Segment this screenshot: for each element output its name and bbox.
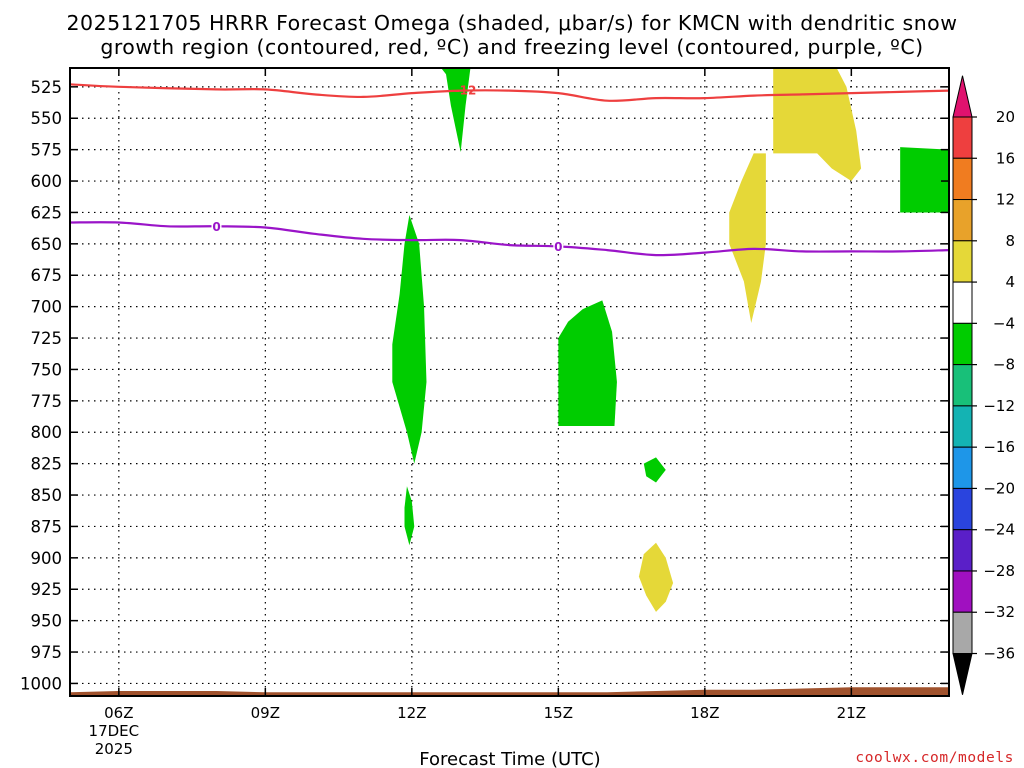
y-tick-label: 550 (31, 109, 63, 128)
x-tick-date-label: 2025 (95, 740, 133, 758)
y-tick-label: 725 (31, 329, 63, 348)
colorbar-bin (952, 199, 973, 242)
plot-area (70, 68, 949, 696)
x-tick-label: 15Z (544, 704, 573, 722)
y-tick-label: 900 (31, 549, 63, 568)
colorbar-tick-label: −36 (983, 645, 1015, 663)
colorbar-tick-label: −32 (983, 603, 1015, 621)
y-axis: 525 550 575 600 625 650 675 700 725 750 775 800 825 8… (20, 78, 949, 693)
freezing-contour-label: 0 (212, 220, 220, 234)
y-tick-label: 850 (31, 486, 63, 505)
colorbar-bin (952, 364, 973, 407)
omega-region (638, 542, 674, 612)
colorbar-bin (952, 611, 973, 655)
omega-shading (392, 68, 949, 612)
x-tick-label: 09Z (251, 704, 280, 722)
title-line-1: 2025121705 HRRR Forecast Omega (shaded, … (67, 11, 958, 35)
y-tick-label: 575 (31, 141, 63, 160)
y-tick-label: 975 (31, 643, 63, 662)
colorbar-tick-label: 8 (1005, 232, 1015, 250)
freezing-label-mask (553, 239, 564, 253)
title-line-2: growth region (contoured, red, ºC) and f… (100, 35, 923, 59)
colorbar-bin (952, 116, 973, 159)
grid-lines (70, 68, 949, 696)
freezing-contour-label: 0 (554, 240, 562, 254)
x-tick-date-label: 17DEC (89, 722, 140, 740)
omega-region (773, 68, 862, 182)
colorbar-bin (952, 570, 973, 613)
y-tick-label: 600 (31, 172, 63, 191)
colorbar-tick-label: −16 (983, 438, 1015, 456)
y-tick-label: 800 (31, 423, 63, 442)
freezing-label-mask (211, 219, 222, 233)
credit-text: coolwx.com/models (855, 750, 1014, 766)
omega-region (643, 457, 666, 483)
y-tick-label: 675 (31, 266, 63, 285)
y-tick-label: 750 (31, 360, 63, 379)
x-tick-label: 06Z (104, 704, 133, 722)
x-tick-label: 12Z (397, 704, 426, 722)
colorbar-tick-label: −20 (983, 479, 1015, 497)
y-tick-label: 950 (31, 612, 63, 631)
dendritic-growth-contour (69, 83, 950, 102)
y-tick-label: 700 (31, 298, 63, 317)
colorbar-bin (952, 529, 973, 572)
y-tick-label: 875 (31, 517, 63, 536)
y-tick-label: 925 (31, 580, 63, 599)
chart-title: 2025121705 HRRR Forecast Omega (shaded, … (67, 11, 958, 59)
x-tick-label: 18Z (690, 704, 719, 722)
colorbar-bin (952, 405, 973, 448)
colorbar-tick-label: −28 (983, 562, 1015, 580)
colorbar-tick-label: −12 (983, 397, 1015, 415)
omega-region (441, 68, 471, 153)
colorbar-tick-label: −4 (993, 314, 1015, 332)
dendritic-contour-label: -12 (455, 84, 477, 98)
y-tick-label: 775 (31, 392, 63, 411)
colorbar-tick-label: −24 (983, 521, 1015, 539)
colorbar-top-arrow (952, 75, 973, 118)
terrain-fill (70, 687, 949, 696)
y-tick-label: 650 (31, 235, 63, 254)
y-tick-label: 825 (31, 455, 63, 474)
omega-region (558, 300, 617, 426)
terrain-ground (70, 687, 949, 696)
colorbar-tick-label: −8 (993, 356, 1015, 374)
y-tick-label: 1000 (20, 674, 62, 693)
colorbar-tick-label: 16 (996, 149, 1015, 167)
plot-frame (69, 67, 950, 697)
colorbar-bin (952, 281, 973, 324)
colorbar-tick-label: 4 (1005, 273, 1015, 291)
omega-region (900, 147, 949, 213)
x-axis-label: Forecast Time (UTC) (419, 749, 600, 768)
colorbar-bin (952, 487, 973, 531)
omega-region (729, 153, 766, 323)
colorbar-bin (952, 240, 973, 283)
colorbar-tick-label: 20 (996, 108, 1015, 126)
contour-lines: -12 0 0 (69, 83, 950, 257)
colorbar-tick-label: 12 (996, 191, 1015, 209)
colorbar-bin (952, 157, 973, 201)
colorbar-bin (952, 322, 973, 366)
colorbar: 20 16 12 8 4 −4 −8 −12 −16 −20 −24 −28 −32 −36 (952, 75, 1015, 695)
omega-region (392, 214, 427, 464)
x-tick-label: 21Z (837, 704, 866, 722)
colorbar-bottom-arrow (952, 653, 973, 695)
omega-region (404, 486, 415, 546)
colorbar-bin (952, 446, 973, 489)
y-tick-label: 525 (31, 78, 63, 97)
y-tick-label: 625 (31, 203, 63, 222)
